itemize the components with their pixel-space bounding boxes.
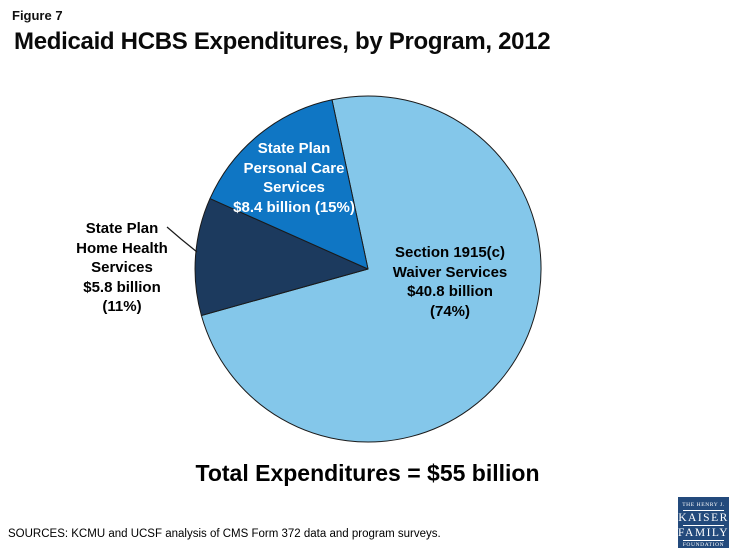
label-line: $8.4 billion (15%) (233, 198, 355, 216)
label-line: State Plan (257, 140, 331, 157)
label-line: $40.8 billion (407, 283, 493, 300)
pie-slice-home-health (194, 198, 369, 316)
slice-label-home-health: State Plan Home Health Services $5.8 bil… (42, 219, 202, 317)
kff-logo-line-family: FAMILY (678, 527, 730, 539)
kff-logo-line-kaiser: KAISER (678, 512, 729, 524)
source-note: SOURCES: KCMU and UCSF analysis of CMS F… (8, 528, 441, 540)
pie-slice-waiver-services (200, 95, 542, 443)
chart-title: Medicaid HCBS Expenditures, by Program, … (14, 28, 551, 55)
label-line: Services (263, 179, 325, 196)
slice-label-waiver-services: Section 1915(c) Waiver Services $40.8 bi… (360, 243, 540, 321)
kff-logo-line-henry: THE HENRY J. (682, 502, 725, 508)
kff-logo-rule (683, 540, 724, 541)
label-line: State Plan (85, 220, 159, 237)
kff-logo-line-foundation: FOUNDATION (682, 542, 725, 548)
label-line: (74%) (429, 302, 470, 320)
label-line: Section 1915(c) (394, 244, 506, 261)
label-line: $5.8 billion (83, 278, 161, 296)
total-expenditures-label: Total Expenditures = $55 billion (195, 460, 540, 486)
leader-line-home-health (166, 226, 198, 253)
label-line: Personal Care (243, 159, 345, 177)
slice-label-personal-care: State Plan Personal Care Services $8.4 b… (214, 139, 374, 217)
label-line: Home Health (76, 239, 168, 257)
figure-label: Figure 7 (12, 8, 63, 23)
pie-slice-personal-care (209, 99, 369, 270)
kff-logo-rule (683, 525, 724, 526)
kff-logo-rule (683, 510, 724, 511)
kff-logo: THE HENRY J. KAISER FAMILY FOUNDATION (678, 497, 729, 548)
label-line: (11%) (102, 298, 142, 315)
label-line: Services (91, 259, 153, 276)
label-line: Waiver Services (392, 263, 508, 281)
